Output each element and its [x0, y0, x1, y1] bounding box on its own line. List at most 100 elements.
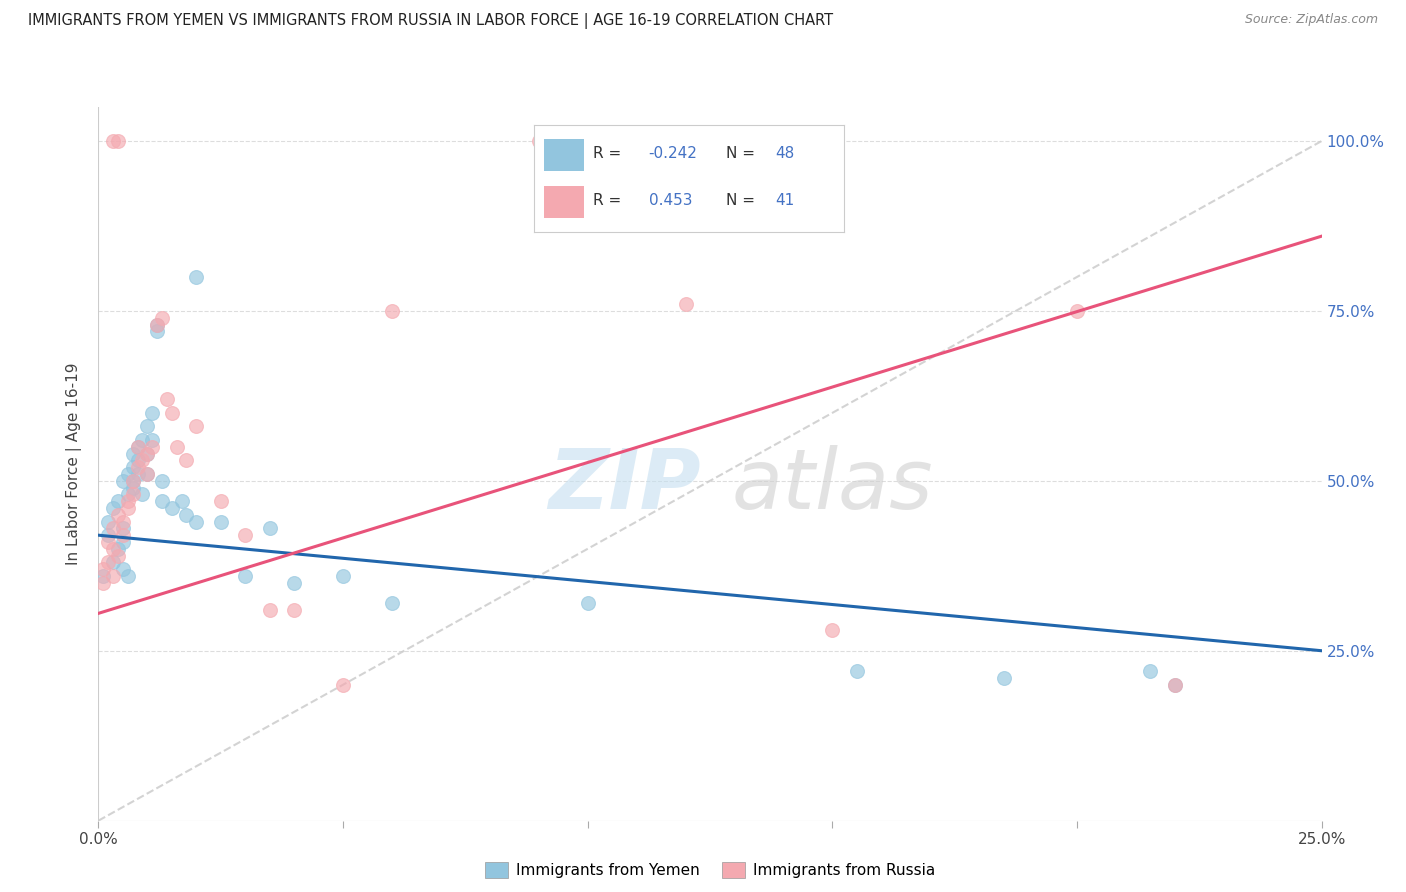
Point [146, 324, 169, 338]
Point [107, 134, 129, 148]
Text: ZIP: ZIP [548, 445, 700, 525]
Point [160, 406, 183, 420]
Point [186, 515, 208, 529]
Point [146, 318, 169, 332]
Point [150, 474, 173, 488]
Point [176, 508, 198, 522]
Text: N =: N = [725, 194, 759, 209]
Point [527, 134, 550, 148]
Point [121, 474, 143, 488]
Point [117, 467, 139, 481]
Point [1164, 678, 1187, 692]
Point [117, 501, 139, 516]
Point [136, 467, 159, 481]
Y-axis label: In Labor Force | Age 16-19: In Labor Force | Age 16-19 [66, 362, 83, 566]
Point [160, 501, 183, 516]
Text: N =: N = [725, 146, 759, 161]
Point [127, 460, 149, 475]
Text: 0.453: 0.453 [648, 194, 692, 209]
Point [209, 494, 232, 508]
Point [91, 569, 114, 583]
Point [576, 596, 599, 610]
Point [170, 494, 193, 508]
Point [1139, 664, 1161, 678]
Point [150, 310, 173, 325]
Point [117, 494, 139, 508]
Point [111, 474, 134, 488]
Text: R =: R = [593, 194, 626, 209]
Point [283, 603, 305, 617]
Point [101, 521, 124, 535]
Point [381, 596, 404, 610]
Point [97, 515, 120, 529]
Legend: Immigrants from Yemen, Immigrants from Russia: Immigrants from Yemen, Immigrants from R… [479, 856, 941, 884]
Point [107, 549, 129, 563]
Text: R =: R = [593, 146, 626, 161]
Point [259, 603, 281, 617]
Point [1164, 678, 1187, 692]
Point [111, 528, 134, 542]
Point [111, 535, 134, 549]
Text: 48: 48 [776, 146, 794, 161]
Point [101, 569, 124, 583]
Point [107, 494, 129, 508]
Point [845, 664, 868, 678]
Point [131, 433, 153, 447]
Point [97, 555, 120, 569]
Point [101, 501, 124, 516]
Point [127, 440, 149, 454]
Point [821, 624, 844, 638]
Point [332, 569, 354, 583]
Point [141, 440, 163, 454]
Point [186, 419, 208, 434]
Point [111, 521, 134, 535]
Point [131, 453, 153, 467]
Point [107, 541, 129, 556]
Point [993, 671, 1015, 685]
Point [136, 447, 159, 461]
Point [117, 487, 139, 501]
Point [121, 474, 143, 488]
Point [233, 528, 256, 542]
Point [186, 269, 208, 284]
Point [136, 447, 159, 461]
Point [259, 521, 281, 535]
Point [91, 575, 114, 590]
Point [97, 535, 120, 549]
Point [1066, 304, 1088, 318]
FancyBboxPatch shape [544, 139, 583, 171]
Text: -0.242: -0.242 [648, 146, 697, 161]
Point [675, 297, 697, 311]
Point [101, 541, 124, 556]
Point [107, 508, 129, 522]
Text: Source: ZipAtlas.com: Source: ZipAtlas.com [1244, 13, 1378, 27]
Point [121, 447, 143, 461]
Text: IMMIGRANTS FROM YEMEN VS IMMIGRANTS FROM RUSSIA IN LABOR FORCE | AGE 16-19 CORRE: IMMIGRANTS FROM YEMEN VS IMMIGRANTS FROM… [28, 13, 834, 29]
Point [381, 304, 404, 318]
FancyBboxPatch shape [544, 186, 583, 218]
Point [332, 678, 354, 692]
Point [97, 528, 120, 542]
Point [176, 453, 198, 467]
Point [121, 460, 143, 475]
Point [127, 467, 149, 481]
Point [121, 487, 143, 501]
Point [117, 569, 139, 583]
Point [156, 392, 179, 407]
Point [101, 555, 124, 569]
Point [101, 134, 124, 148]
Point [136, 467, 159, 481]
Point [127, 440, 149, 454]
Point [283, 575, 305, 590]
Text: atlas: atlas [731, 445, 934, 525]
Point [91, 562, 114, 576]
Point [166, 440, 188, 454]
Point [111, 515, 134, 529]
Point [150, 494, 173, 508]
Point [127, 453, 149, 467]
Point [233, 569, 256, 583]
Point [111, 562, 134, 576]
Point [141, 433, 163, 447]
Text: 41: 41 [776, 194, 794, 209]
Point [209, 515, 232, 529]
